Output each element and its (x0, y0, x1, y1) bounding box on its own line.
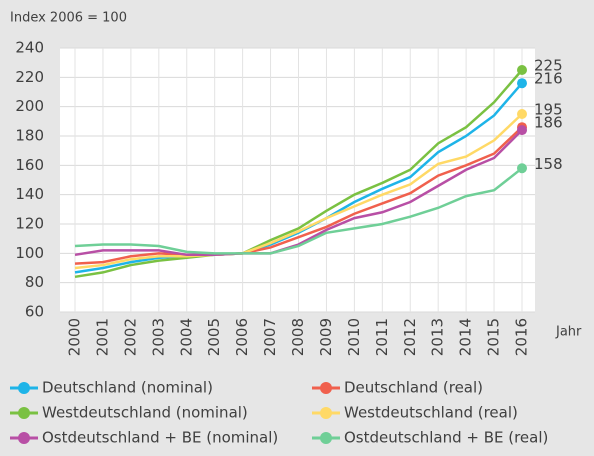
line (74, 167, 523, 255)
legend-marker (320, 407, 332, 419)
x-tick-label: 2002 (121, 318, 139, 356)
x-tick-label: 2006 (233, 318, 251, 356)
line (74, 129, 523, 257)
x-tick-label: 2012 (401, 318, 419, 356)
y-tick-label: 240 (15, 39, 44, 57)
end-label: 216 (534, 70, 563, 88)
x-tick-label: 2014 (457, 318, 475, 356)
legend-label: Westdeutschland (real) (344, 404, 518, 422)
legend-label: Deutschland (real) (344, 379, 483, 397)
end-marker (517, 163, 527, 174)
x-tick-label: 2015 (485, 318, 503, 356)
end-marker (517, 125, 527, 136)
x-tick-label: 2004 (177, 318, 195, 356)
end-label: 186 (534, 114, 563, 132)
legend-label: Ostdeutschland + BE (nominal) (42, 429, 278, 447)
x-tick-label: 2010 (345, 318, 363, 356)
line (74, 69, 523, 279)
y-tick-label: 120 (15, 215, 44, 233)
y-tick-label: 200 (15, 97, 44, 115)
line (74, 82, 523, 274)
end-label: 158 (534, 155, 563, 173)
x-tick-label: 2009 (317, 318, 335, 356)
end-label: 225 (534, 57, 563, 75)
y-tick-label: 220 (15, 68, 44, 86)
plot-area (60, 48, 535, 312)
line (74, 113, 523, 270)
end-marker (517, 109, 527, 119)
y-tick-label: 180 (15, 127, 44, 145)
end-label: 195 (534, 101, 563, 119)
x-tick-label: 2016 (513, 318, 531, 356)
legend-label: Ostdeutschland + BE (real) (344, 429, 548, 447)
end-marker (517, 78, 527, 89)
x-tick-label: 2005 (205, 318, 223, 356)
y-tick-label: 60 (25, 303, 44, 321)
legend-marker (320, 382, 332, 394)
x-tick-label: 2003 (149, 318, 167, 356)
y-tick-label: 140 (15, 185, 44, 203)
legend-marker (18, 432, 30, 444)
y-tick-label: 80 (25, 273, 44, 291)
legend-marker (320, 432, 332, 444)
legend-label: Deutschland (nominal) (42, 379, 213, 397)
end-marker (517, 65, 527, 75)
subtitle: Index 2006 = 100 (10, 11, 127, 26)
legend-marker (18, 407, 30, 419)
legend-marker (18, 382, 30, 394)
line (74, 126, 523, 265)
x-tick-label: 2013 (429, 318, 447, 356)
x-tick-label: 2001 (93, 318, 111, 356)
x-tick-label: 2000 (66, 318, 84, 356)
y-tick-label: 100 (15, 244, 44, 262)
x-tick-label: 2007 (261, 318, 279, 356)
x-axis-label: Jahr (555, 325, 582, 340)
x-tick-label: 2011 (373, 318, 391, 356)
y-tick-label: 160 (15, 156, 44, 174)
x-tick-label: 2008 (289, 318, 307, 356)
legend-label: Westdeutschland (nominal) (42, 404, 248, 422)
